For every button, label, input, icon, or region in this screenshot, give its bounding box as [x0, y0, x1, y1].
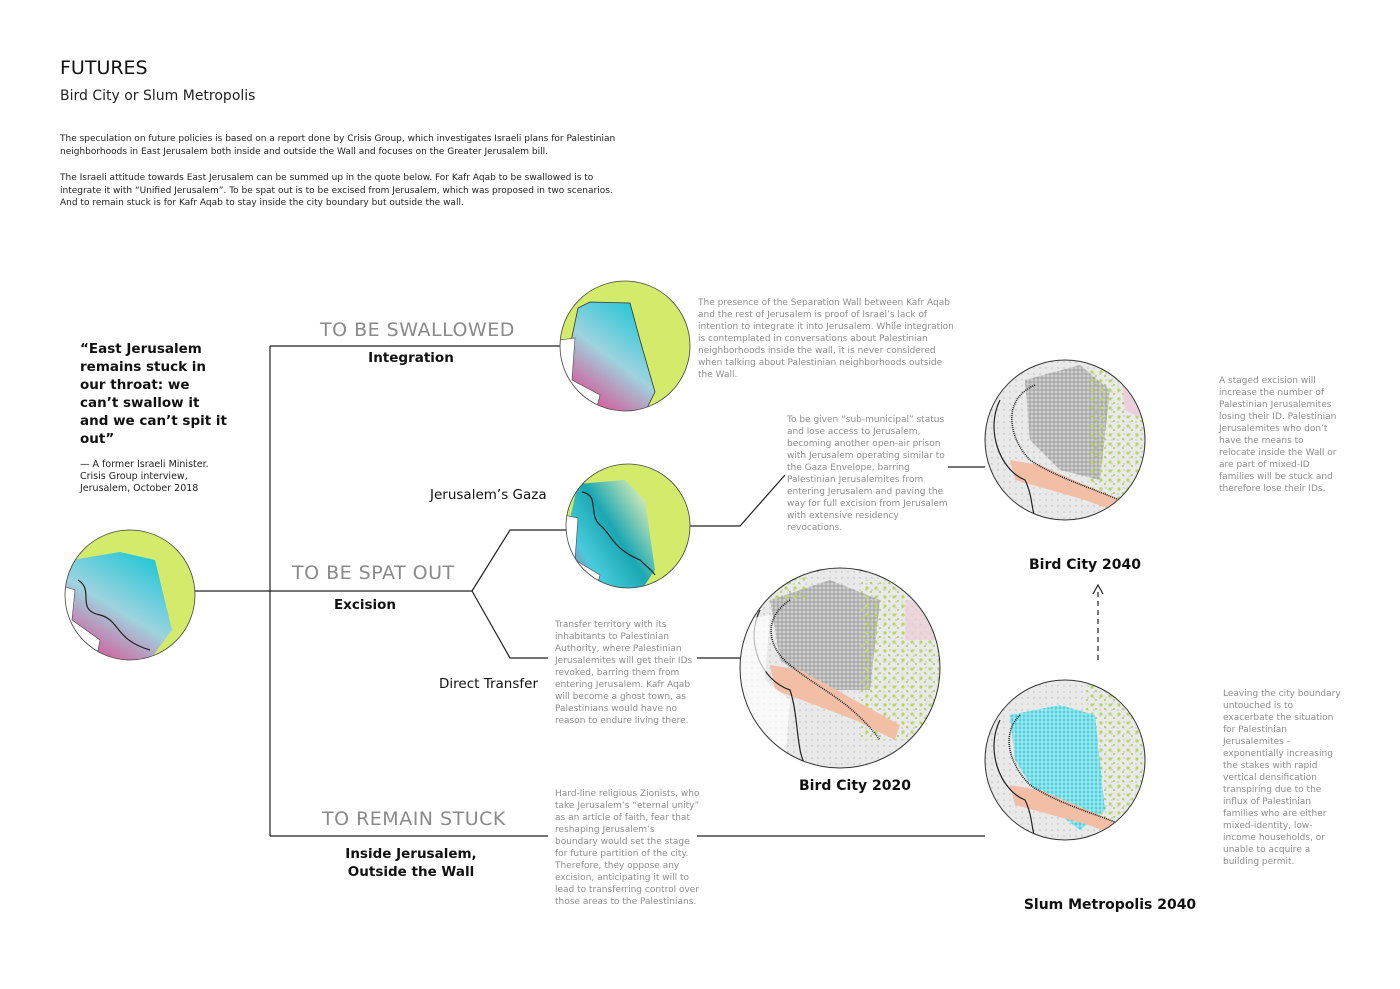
caption-bird-city-2020: Bird City 2020 — [799, 778, 911, 794]
diagram-circle-current — [65, 530, 195, 660]
note-swallowed: The presence of the Separation Wall betw… — [698, 298, 954, 380]
diagram-circle-gaza — [566, 464, 690, 588]
quote-text: “East Jerusalem remains stuck in our thr… — [80, 341, 227, 447]
note-slum-metropolis-2040: Leaving the city boundary untouched is t… — [1223, 689, 1341, 867]
map-bird-city-2040 — [985, 360, 1145, 520]
quote-attribution: — A former Israeli Minister. Crisis Grou… — [80, 459, 209, 494]
branch-sub-inside-outside: Inside Jerusalem, Outside the Wall — [345, 846, 477, 880]
dashed-arrow — [1092, 583, 1104, 660]
diagram-circle-swallowed — [560, 281, 690, 411]
page-title: FUTURES — [60, 57, 148, 79]
note-remain-stuck: Hard-line religious Zionists, who take J… — [555, 789, 700, 907]
option-direct-transfer: Direct Transfer — [439, 676, 538, 692]
note-direct-transfer: Transfer territory with its inhabitants … — [555, 620, 693, 726]
map-slum-metropolis-2040 — [985, 680, 1145, 840]
branch-label-swallowed: TO BE SWALLOWED — [320, 319, 515, 341]
branch-sub-excision: Excision — [333, 597, 397, 613]
note-gaza: To be given “sub-municipal” status and l… — [787, 415, 948, 533]
note-bird-city-2040: A staged excision will increase the numb… — [1219, 376, 1337, 494]
intro-paragraph-2: The Israeli attitude towards East Jerusa… — [60, 173, 613, 208]
branch-sub-integration: Integration — [368, 350, 454, 366]
page-subtitle: Bird City or Slum Metropolis — [60, 88, 256, 104]
branch-lines — [195, 345, 985, 837]
branch-label-remain-stuck: TO REMAIN STUCK — [322, 808, 506, 830]
option-jerusalems-gaza: Jerusalem’s Gaza — [430, 487, 547, 503]
caption-slum-metropolis-2040: Slum Metropolis 2040 — [1023, 897, 1197, 913]
intro-paragraph-1: The speculation on future policies is ba… — [60, 134, 616, 157]
caption-bird-city-2040: Bird City 2040 — [1029, 557, 1141, 573]
branch-label-spat-out: TO BE SPAT OUT — [292, 562, 455, 584]
